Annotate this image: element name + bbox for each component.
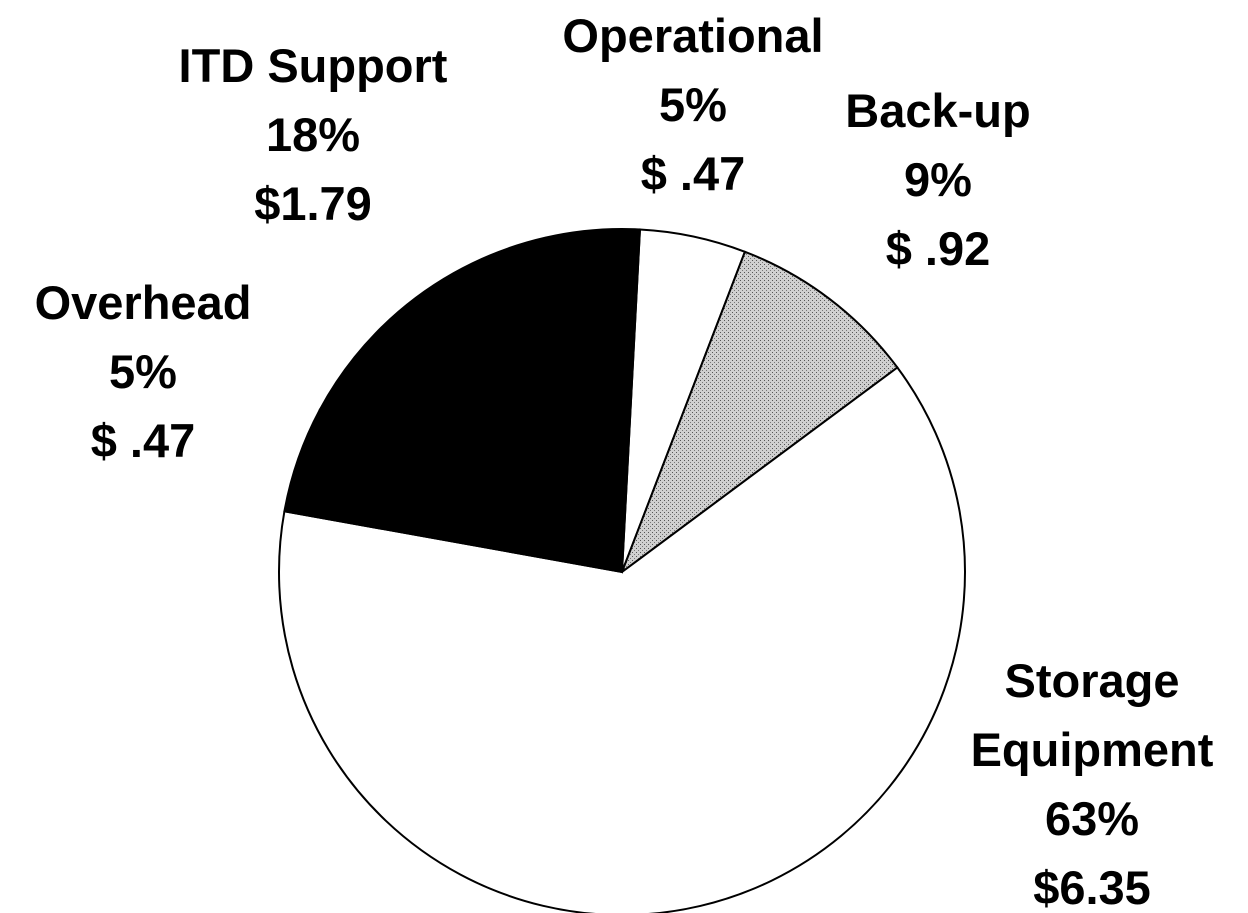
percent-label: 18% xyxy=(265,108,361,161)
category-label: Storage Equipment xyxy=(970,654,1214,776)
amount-label: $ .92 xyxy=(885,222,991,275)
category-label: Overhead xyxy=(34,276,252,329)
slice-label: Storage Equipment 63% $6.35 xyxy=(942,646,1242,913)
pie-slice xyxy=(318,228,642,574)
slice-label: Operational 5% $ .47 xyxy=(543,1,843,208)
amount-label: $1.79 xyxy=(254,177,372,230)
percent-label: 9% xyxy=(904,153,972,206)
category-label: ITD Support xyxy=(178,39,448,92)
amount-label: $ .47 xyxy=(90,414,196,467)
amount-label: $ .47 xyxy=(640,147,746,200)
slice-label: Overhead 5% $ .47 xyxy=(3,268,283,475)
percent-label: 63% xyxy=(1044,792,1140,845)
slice-label: ITD Support 18% $1.79 xyxy=(153,31,473,238)
amount-label: $6.35 xyxy=(1033,861,1151,913)
percent-label: 5% xyxy=(659,78,727,131)
category-label: Operational xyxy=(562,9,824,62)
slice-label: Back-up 9% $ .92 xyxy=(798,76,1078,283)
category-label: Back-up xyxy=(845,84,1031,137)
pie-slice xyxy=(278,366,966,913)
pie-slice xyxy=(619,250,899,575)
percent-label: 5% xyxy=(109,345,177,398)
